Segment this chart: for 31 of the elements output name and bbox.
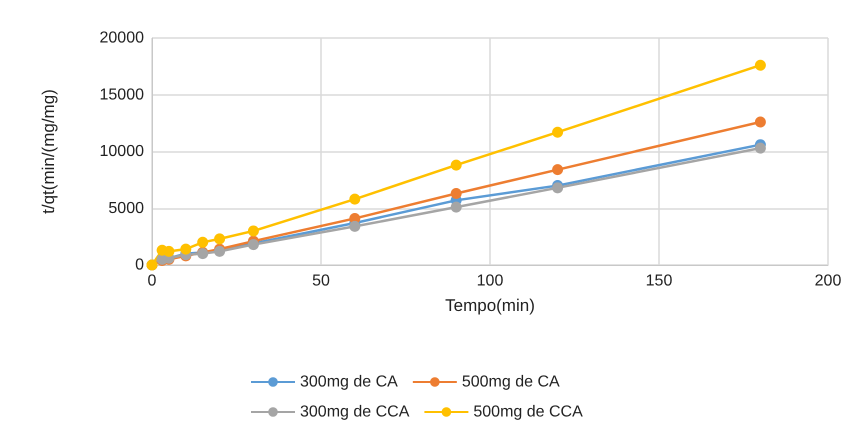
point <box>754 60 766 71</box>
y-tick-label: 20000 <box>100 30 144 46</box>
x-tick-label: 150 <box>646 272 672 290</box>
point <box>552 126 564 138</box>
point <box>214 233 226 244</box>
point <box>197 236 208 248</box>
x-tick-label: 0 <box>148 272 157 290</box>
point <box>450 202 462 213</box>
point <box>552 164 564 176</box>
x-tick-label: 200 <box>814 272 842 290</box>
x-axis-title: Tempo(min) <box>445 296 535 315</box>
legend-label: 500mg de CCA <box>473 404 584 420</box>
legend-label: 300mg de CCA <box>300 404 410 420</box>
x-tick-label: 50 <box>312 272 330 290</box>
point <box>163 246 174 257</box>
x-tick-label: 100 <box>476 272 504 290</box>
y-tick-label: 10000 <box>100 143 144 160</box>
point <box>180 244 192 255</box>
y-tick-label: 5000 <box>108 200 144 217</box>
y-tick-label: 15000 <box>100 86 144 104</box>
legend-label: 300mg de CA <box>300 374 398 390</box>
point <box>349 194 360 205</box>
point <box>754 142 766 154</box>
y-tick-label: 0 <box>135 256 144 274</box>
legend-label: 500mg de CA <box>462 374 560 390</box>
point <box>349 220 360 232</box>
point <box>450 160 462 171</box>
y-axis-title: t/qt(min/(mg/mg) <box>39 89 58 214</box>
point <box>450 188 462 199</box>
point <box>754 116 766 128</box>
point <box>248 225 259 236</box>
